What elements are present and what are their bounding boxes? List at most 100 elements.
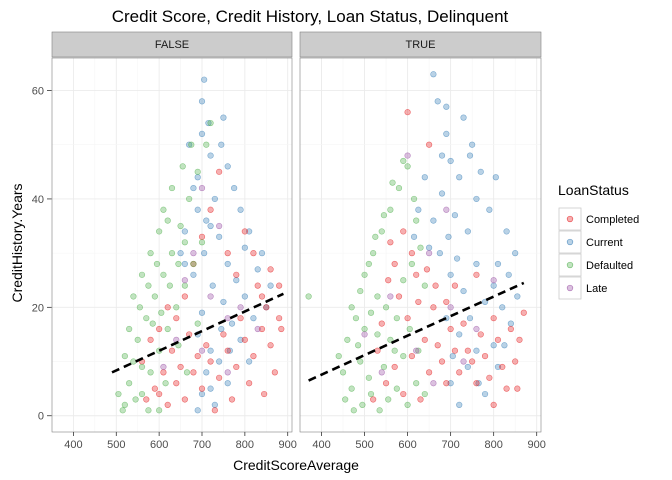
y-tick-label: 20 — [32, 302, 44, 314]
legend-label: Defaulted — [586, 260, 633, 272]
data-point-defaulted — [406, 325, 413, 333]
data-point-completed — [447, 325, 454, 333]
data-point-completed — [503, 385, 510, 392]
data-point-current — [226, 347, 233, 354]
data-point-current — [464, 363, 471, 371]
data-point-current — [434, 98, 441, 105]
data-point-completed — [490, 315, 497, 322]
data-point-defaulted — [380, 363, 388, 371]
data-point-current — [430, 217, 437, 224]
data-point-defaulted — [188, 141, 195, 148]
data-point-defaulted — [361, 325, 368, 333]
data-point-completed — [443, 380, 450, 387]
data-point-defaulted — [305, 293, 312, 300]
data-point-completed — [224, 347, 231, 354]
legend-swatch — [566, 261, 574, 269]
data-point-current — [447, 380, 454, 387]
data-point-late — [387, 293, 394, 300]
data-point-late — [490, 277, 497, 284]
data-point-defaulted — [145, 282, 152, 289]
data-point-completed — [417, 396, 424, 403]
data-point-late — [473, 325, 480, 333]
data-point-completed — [168, 347, 176, 354]
data-point-current — [218, 141, 225, 148]
data-point-defaulted — [134, 336, 141, 343]
data-point-current — [211, 401, 218, 408]
data-point-current — [449, 353, 456, 360]
data-point-defaulted — [367, 309, 375, 316]
data-point-defaulted — [357, 287, 364, 295]
data-point-current — [224, 163, 231, 170]
x-tick-label: 400 — [64, 439, 82, 451]
data-point-defaulted — [357, 358, 364, 365]
data-point-current — [492, 174, 499, 181]
legend-item-current: Current — [558, 230, 623, 254]
facet-panel-false: FALSE 400 500 600 700 800 900 — [51, 31, 297, 451]
data-point-completed — [250, 250, 257, 257]
data-point-completed — [267, 342, 274, 349]
data-point-defaulted — [385, 396, 392, 403]
data-point-completed — [499, 363, 506, 371]
data-point-defaulted — [387, 206, 394, 213]
data-point-current — [503, 228, 510, 235]
data-point-completed — [395, 293, 403, 300]
data-point-completed — [391, 260, 398, 268]
data-point-defaulted — [344, 336, 351, 343]
data-point-completed — [443, 298, 450, 306]
data-point-late — [224, 369, 231, 376]
data-point-defaulted — [160, 271, 167, 278]
data-point-late — [447, 304, 454, 311]
data-point-current — [460, 114, 467, 121]
x-tick-label: 700 — [441, 439, 459, 451]
data-point-current — [181, 260, 188, 268]
data-point-completed — [173, 380, 180, 387]
data-point-late — [404, 152, 411, 159]
legend-label: Current — [586, 237, 623, 249]
data-point-completed — [473, 380, 480, 387]
data-point-defaulted — [198, 239, 206, 246]
data-point-completed — [464, 347, 471, 354]
data-point-completed — [408, 250, 415, 257]
data-point-current — [453, 255, 461, 262]
data-point-current — [415, 206, 422, 213]
data-point-defaulted — [143, 315, 150, 322]
data-point-defaulted — [138, 363, 146, 371]
data-point-current — [512, 250, 519, 257]
data-point-defaulted — [181, 282, 188, 289]
x-tick-label: 900 — [528, 439, 546, 451]
data-point-current — [194, 407, 201, 414]
data-point-defaulted — [132, 396, 139, 403]
data-point-current — [177, 250, 184, 257]
data-point-defaulted — [158, 309, 165, 316]
data-point-defaulted — [372, 233, 379, 240]
data-point-defaulted — [164, 217, 171, 224]
data-point-defaulted — [408, 260, 415, 268]
data-point-defaulted — [393, 385, 400, 392]
data-point-defaulted — [173, 304, 180, 311]
data-point-late — [460, 358, 467, 365]
data-point-current — [410, 233, 418, 240]
data-point-completed — [451, 347, 459, 354]
legend-swatch — [566, 215, 574, 223]
data-point-late — [190, 250, 197, 257]
data-point-defaulted — [130, 358, 137, 365]
data-point-current — [460, 287, 467, 295]
data-point-defaulted — [162, 380, 169, 387]
data-point-completed — [164, 401, 171, 408]
y-axis-title: CreditHistory.Years — [9, 183, 25, 302]
data-point-defaulted — [421, 282, 428, 289]
data-point-current — [250, 315, 257, 322]
data-point-defaulted — [153, 260, 161, 268]
legend-item-completed: Completed — [558, 207, 639, 231]
legend-label: Completed — [586, 214, 639, 226]
data-point-current — [231, 184, 238, 192]
data-point-completed — [432, 282, 439, 289]
facet-strip-label: FALSE — [155, 39, 189, 51]
data-point-defaulted — [156, 228, 163, 235]
data-point-completed — [198, 233, 206, 240]
data-point-defaulted — [194, 320, 201, 327]
data-point-defaulted — [365, 374, 372, 381]
data-point-defaulted — [348, 304, 355, 311]
data-point-current — [486, 206, 493, 213]
data-point-defaulted — [121, 401, 128, 408]
